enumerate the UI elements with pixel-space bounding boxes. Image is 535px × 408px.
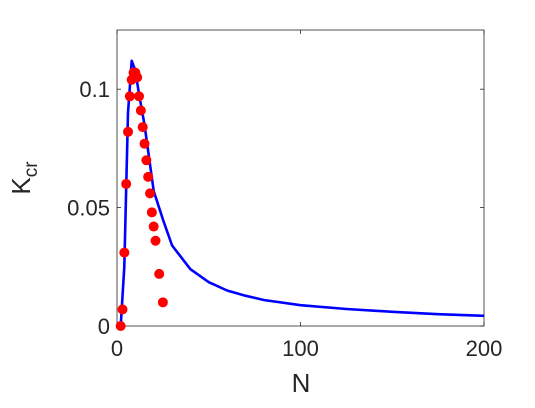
y-tick-label: 0.05 [67, 196, 110, 221]
data-point [150, 235, 161, 246]
data-point [121, 178, 132, 189]
line-series [119, 59, 485, 327]
data-point [143, 171, 154, 182]
data-point [117, 304, 128, 315]
labels: N Kcr [6, 161, 310, 398]
data-point [135, 105, 146, 116]
y-tick-label: 0 [98, 314, 110, 339]
y-tick-label: 0.1 [79, 77, 110, 102]
scatter-series [115, 67, 168, 331]
x-tick-label: 100 [282, 336, 319, 361]
x-axis-label: N [292, 368, 311, 398]
data-point [134, 91, 145, 102]
data-point [139, 138, 150, 149]
y-axis-label-main: K [6, 177, 36, 195]
data-point [115, 321, 126, 331]
plot-frame [116, 29, 485, 327]
series-line [119, 59, 485, 327]
data-point [119, 247, 130, 258]
x-tick-label: 0 [111, 336, 123, 361]
data-point [132, 72, 143, 83]
data-point [148, 221, 159, 232]
y-axis-label: Kcr [6, 161, 42, 195]
data-point [154, 268, 165, 279]
data-point [141, 155, 152, 166]
x-tick-label: 200 [466, 336, 503, 361]
y-axis-label-subscript: cr [21, 161, 42, 178]
data-point [137, 122, 148, 133]
axes: 0 100 200 0 0.05 0.1 [67, 29, 503, 361]
data-point [123, 126, 134, 137]
data-point [157, 297, 168, 308]
data-point [145, 188, 156, 199]
data-point [146, 207, 157, 218]
data-point [124, 91, 135, 102]
